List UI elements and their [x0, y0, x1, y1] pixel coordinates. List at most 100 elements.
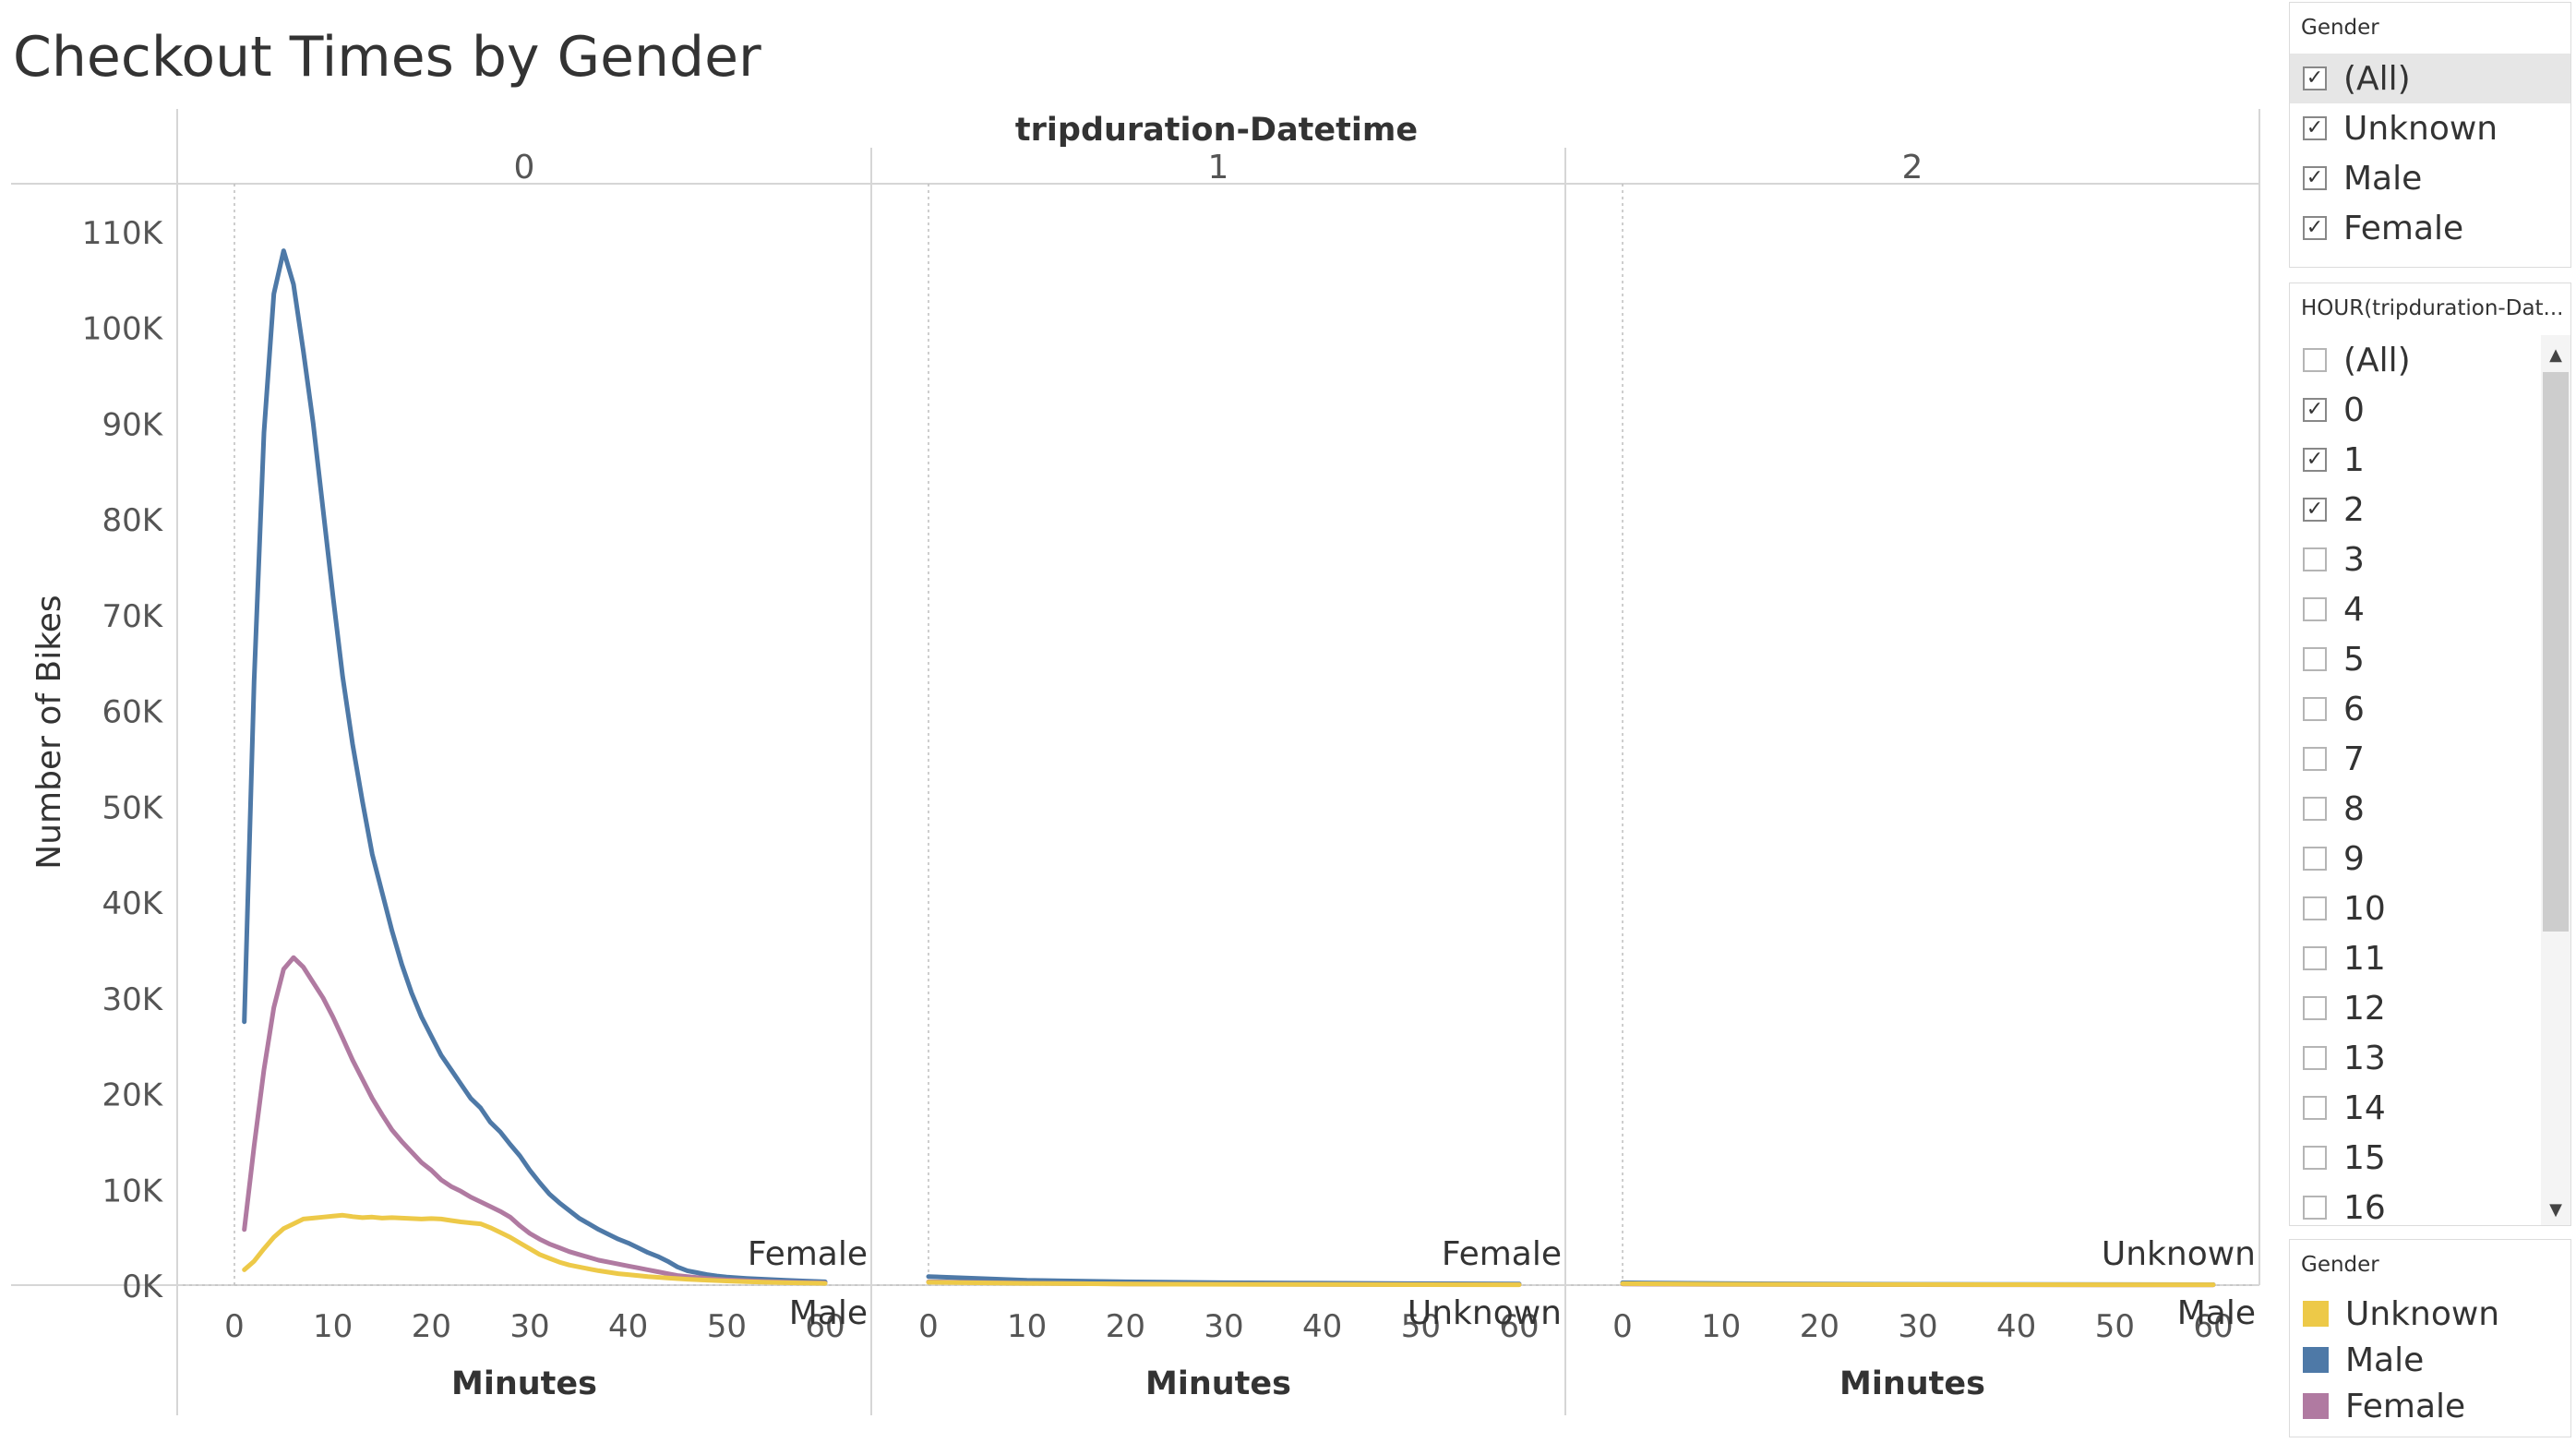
hour-filter-option[interactable]: 13 [2290, 1033, 2539, 1083]
y-tick-label: 70K [102, 598, 163, 635]
y-axis: 0K 10K 20K 30K 40K 50K 60K 70K 80K 90K 100K 110K [82, 215, 164, 1305]
hour-filter-option[interactable]: 5 [2290, 634, 2539, 684]
checkbox-unchecked-icon[interactable] [2303, 348, 2327, 372]
checkbox-unchecked-icon[interactable] [2303, 1146, 2327, 1170]
hour-filter-option[interactable]: 12 [2290, 983, 2539, 1033]
checkbox-unchecked-icon[interactable] [2303, 747, 2327, 771]
y-axis-title: Number of Bikes [30, 595, 68, 869]
legend-label: Unknown [2345, 1294, 2500, 1333]
panel-header-label: 2 [1902, 149, 1923, 186]
gender-filter-option[interactable]: ✓ Unknown [2290, 103, 2570, 153]
x-tick-label: 30 [1204, 1308, 1243, 1345]
gender-filter-option[interactable]: ✓ Female [2290, 203, 2570, 253]
end-label: Female [1442, 1235, 1562, 1273]
checkbox-checked-icon[interactable]: ✓ [2303, 498, 2327, 522]
hour-filter-option[interactable]: 14 [2290, 1083, 2539, 1133]
gender-filter-title: Gender [2301, 16, 2379, 40]
checkbox-checked-icon[interactable]: ✓ [2303, 116, 2327, 140]
legend-label: Male [2345, 1341, 2425, 1379]
checkbox-unchecked-icon[interactable] [2303, 1046, 2327, 1070]
hour-filter-option[interactable]: 6 [2290, 684, 2539, 734]
legend-swatch [2303, 1347, 2329, 1373]
gender-filter-option[interactable]: ✓ Male [2290, 153, 2570, 203]
x-tick-label: 50 [2095, 1308, 2135, 1345]
y-tick-label: 0K [122, 1269, 164, 1305]
x-tick-label: 0 [224, 1308, 245, 1345]
hour-filter-option[interactable]: 16 [2290, 1183, 2539, 1225]
y-tick-label: 20K [102, 1077, 163, 1114]
checkbox-unchecked-icon[interactable] [2303, 647, 2327, 671]
scroll-thumb[interactable] [2543, 372, 2569, 932]
checkbox-checked-icon[interactable]: ✓ [2303, 398, 2327, 422]
checkbox-checked-icon[interactable]: ✓ [2303, 166, 2327, 190]
checkbox-checked-icon[interactable]: ✓ [2303, 448, 2327, 472]
hour-filter-option[interactable]: 8 [2290, 784, 2539, 834]
x-tick-label: 50 [1401, 1308, 1441, 1345]
legend-item[interactable]: Female [2290, 1383, 2570, 1429]
hour-filter-option[interactable]: ✓ 2 [2290, 485, 2539, 535]
hour-filter-option[interactable]: 4 [2290, 584, 2539, 634]
hour-filter-option-label: 7 [2343, 740, 2365, 778]
checkbox-unchecked-icon[interactable] [2303, 1096, 2327, 1120]
hour-filter-option-label: 10 [2343, 889, 2386, 928]
hour-filter-option[interactable]: (All) [2290, 335, 2539, 385]
checkbox-checked-icon[interactable]: ✓ [2303, 66, 2327, 90]
checkbox-unchecked-icon[interactable] [2303, 847, 2327, 871]
checkbox-unchecked-icon[interactable] [2303, 996, 2327, 1020]
line-chart: Checkout Times by Gender tripduration-Da… [11, 25, 2260, 1415]
end-label: Female [748, 1235, 868, 1273]
hour-filter-option-label: 0 [2343, 391, 2365, 429]
legend-item[interactable]: Unknown [2290, 1291, 2570, 1337]
y-tick-label: 60K [102, 694, 163, 731]
hour-filter-option[interactable]: 11 [2290, 933, 2539, 983]
scroll-down-icon[interactable]: ▼ [2549, 1200, 2562, 1220]
hour-filter-option-label: 6 [2343, 690, 2365, 728]
y-tick-label: 50K [102, 789, 163, 826]
hour-filter-option-label: 13 [2343, 1039, 2386, 1077]
x-tick-label: 10 [1007, 1308, 1047, 1345]
x-tick-label: 40 [608, 1308, 648, 1345]
hour-filter-option[interactable]: 3 [2290, 535, 2539, 584]
legend-swatch [2303, 1393, 2329, 1419]
hour-filter-title: HOUR(tripduration-Dat... [2301, 296, 2564, 320]
gender-filter-option-label: Unknown [2343, 109, 2498, 148]
end-label: Male [2177, 1294, 2256, 1332]
hour-filter-scrollbar[interactable]: ▲ ▼ [2541, 335, 2570, 1225]
checkbox-unchecked-icon[interactable] [2303, 597, 2327, 621]
hour-filter-option[interactable]: 7 [2290, 734, 2539, 784]
checkbox-unchecked-icon[interactable] [2303, 946, 2327, 970]
hour-filter-list: (All) ✓ 0 ✓ 1 ✓ 2 3 4 5 6 7 8 9 10 11 12 13 14 15 16 [2290, 335, 2539, 1225]
x-tick-label: 60 [2193, 1308, 2233, 1345]
y-tick-label: 100K [82, 311, 164, 348]
hour-filter-option[interactable]: 9 [2290, 834, 2539, 884]
panel-header-label: 1 [1208, 149, 1229, 186]
hour-filter-option-label: 16 [2343, 1188, 2386, 1226]
y-tick-label: 110K [82, 215, 164, 252]
checkbox-unchecked-icon[interactable] [2303, 1196, 2327, 1220]
legend-label: Female [2345, 1387, 2466, 1425]
checkbox-checked-icon[interactable]: ✓ [2303, 216, 2327, 240]
hour-filter-option-label: (All) [2343, 341, 2411, 379]
checkbox-unchecked-icon[interactable] [2303, 896, 2327, 920]
checkbox-unchecked-icon[interactable] [2303, 697, 2327, 721]
x-tick-label: 30 [509, 1308, 549, 1345]
x-axis-title: Minutes [1145, 1365, 1291, 1402]
legend-swatch [2303, 1301, 2329, 1327]
panel-0: 0 0 10 20 30 40 50 60 Minutes Female Male [183, 149, 868, 1402]
chart-frame [11, 109, 2260, 1415]
hour-filter-option[interactable]: ✓ 1 [2290, 435, 2539, 485]
hour-filter-option[interactable]: ✓ 0 [2290, 385, 2539, 435]
checkbox-unchecked-icon[interactable] [2303, 547, 2327, 571]
panel-header-label: 0 [514, 149, 535, 186]
hour-filter-option[interactable]: 15 [2290, 1133, 2539, 1183]
series-line-unknown [1620, 1281, 2216, 1288]
hour-filter-option[interactable]: 10 [2290, 884, 2539, 933]
gender-filter-option[interactable]: ✓ (All) [2290, 54, 2570, 103]
series-line-female [242, 955, 828, 1286]
x-tick-label: 60 [1499, 1308, 1539, 1345]
column-header: tripduration-Datetime [1015, 112, 1418, 149]
scroll-up-icon[interactable]: ▲ [2549, 345, 2562, 365]
legend-item[interactable]: Male [2290, 1337, 2570, 1383]
checkbox-unchecked-icon[interactable] [2303, 797, 2327, 821]
